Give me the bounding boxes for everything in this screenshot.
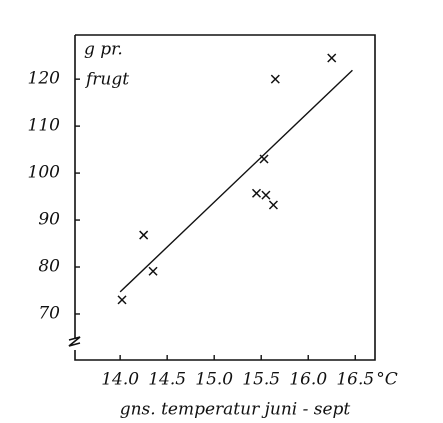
y-tick-label: 80	[38, 257, 60, 277]
plot-frame	[74, 34, 376, 361]
point-marker	[117, 295, 127, 305]
y-tick-label: 70	[38, 303, 60, 323]
y-label: frugt	[84, 70, 129, 90]
y-tick-label: 100	[28, 163, 61, 183]
x-label: gns. temperatur juni - sept	[120, 400, 351, 420]
point-marker	[251, 188, 262, 198]
x-tick-label: 14.0	[101, 370, 139, 390]
point-marker	[268, 200, 278, 210]
x-tick-label: 16.0	[289, 370, 327, 390]
point-marker	[139, 230, 149, 240]
y-label: g pr.	[84, 40, 123, 60]
point-marker	[327, 53, 337, 63]
x-tick-label: 16.5	[336, 370, 374, 390]
trend-line	[119, 69, 353, 293]
x-unit: °C	[376, 370, 398, 390]
y-tick-label: 110	[28, 116, 61, 136]
axis-break	[68, 336, 81, 347]
x-tick-label: 14.5	[148, 370, 186, 390]
point-marker	[270, 74, 280, 84]
y-tick-label: 90	[38, 210, 60, 230]
y-tick-label: 120	[28, 69, 61, 89]
x-tick-label: 15.0	[195, 370, 233, 390]
point-marker	[148, 266, 158, 276]
x-tick-label: 15.5	[242, 370, 280, 390]
point-marker	[261, 190, 271, 200]
